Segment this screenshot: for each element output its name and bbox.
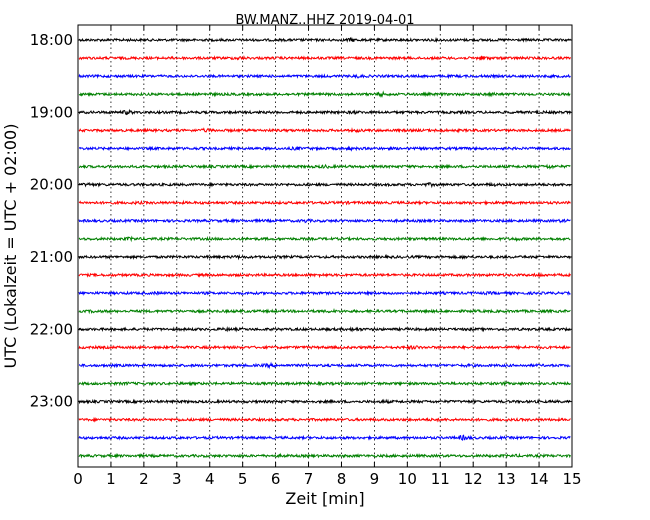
x-tick-label: 0 [73,470,83,488]
x-tick-label: 3 [172,470,182,488]
trace-line [78,308,571,315]
trace-line [78,398,571,405]
y-axis-label: UTC (Lokalzeit = UTC + 02:00) [1,124,20,369]
trace-line [78,416,571,423]
x-tick-label: 4 [205,470,215,488]
x-tick-label: 13 [497,470,516,488]
trace-line [78,36,571,43]
trace-line [78,163,571,170]
x-tick-label: 9 [370,470,380,488]
trace-line [78,90,571,98]
x-tick-label: 1 [106,470,116,488]
x-axis: 0 1 2 3 4 5 6 7 8 9 10 11 12 13 14 15 [73,25,582,488]
y-tick-label: 19:00 [30,103,73,121]
x-tick-label: 2 [139,470,149,488]
y-tick-label: 22:00 [30,320,73,338]
trace-line [78,217,571,224]
trace-line [78,127,571,134]
x-tick-label: 14 [530,470,549,488]
trace-line [78,108,571,116]
trace-line [78,181,571,189]
trace-line [78,253,571,261]
trace-line [78,344,571,351]
trace-line [78,145,571,152]
trace-line [78,235,571,243]
x-axis-label: Zeit [min] [285,489,364,508]
trace-line [78,55,571,62]
x-tick-label: 6 [271,470,281,488]
y-tick-label: 20:00 [30,176,73,194]
trace-line [78,199,571,206]
trace-line [78,325,571,333]
y-tick-label: 23:00 [30,393,73,411]
trace-line [78,290,571,297]
trace-line [78,73,571,80]
grid-lines [110,25,540,467]
trace-line [78,272,571,279]
x-tick-label: 11 [431,470,450,488]
trace-line [78,452,571,459]
x-tick-label: 7 [304,470,314,488]
x-tick-label: 15 [562,470,581,488]
chart-title: BW.MANZ..HHZ 2019-04-01 [235,13,414,28]
y-tick-label: 18:00 [30,31,73,49]
x-tick-label: 8 [337,470,347,488]
plot-area-frame [77,24,573,468]
y-tick-label: 21:00 [30,248,73,266]
x-tick-label: 5 [238,470,248,488]
trace-line [78,361,571,370]
y-axis: 18:00 19:00 20:00 21:00 22:00 23:00 [30,31,572,411]
x-tick-label: 12 [464,470,483,488]
trace-line [78,434,571,441]
trace-line [78,380,571,387]
seismic-traces [78,36,571,459]
x-tick-label: 10 [398,470,417,488]
